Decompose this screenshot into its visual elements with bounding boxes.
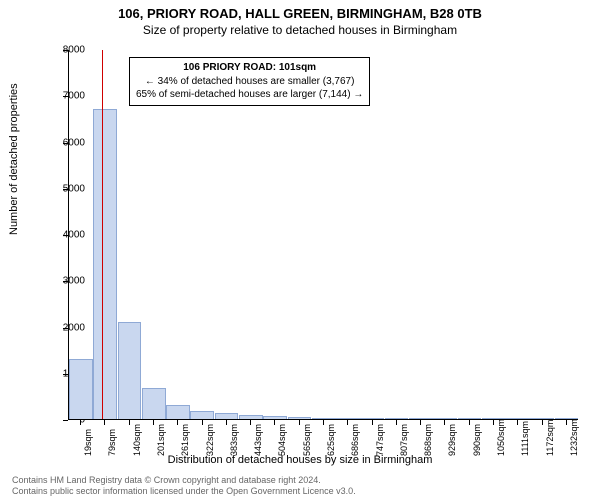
- histogram-bar: [336, 418, 360, 419]
- histogram-bar: [288, 417, 312, 419]
- info-box-line-1: 106 PRIORY ROAD: 101sqm: [136, 61, 363, 75]
- histogram-bar: [433, 418, 457, 419]
- x-tick-label: 383sqm: [229, 424, 239, 456]
- x-tick-mark: [226, 420, 227, 425]
- x-tick-mark: [542, 420, 543, 425]
- chart-title: 106, PRIORY ROAD, HALL GREEN, BIRMINGHAM…: [0, 0, 600, 21]
- histogram-bar: [93, 109, 117, 419]
- histogram-bar: [166, 405, 190, 419]
- x-tick-label: 443sqm: [253, 424, 263, 456]
- x-tick-mark: [347, 420, 348, 425]
- histogram-bar: [409, 418, 433, 419]
- x-tick-label: 1172sqm: [545, 420, 555, 456]
- plot-area: 106 PRIORY ROAD: 101sqm← 34% of detached…: [68, 50, 578, 420]
- chart-footer: Contains HM Land Registry data © Crown c…: [12, 475, 356, 497]
- x-tick-label: 747sqm: [375, 424, 385, 456]
- histogram-bar: [215, 413, 239, 419]
- info-box-line-2: ← 34% of detached houses are smaller (3,…: [136, 75, 363, 89]
- footer-line-1: Contains HM Land Registry data © Crown c…: [12, 475, 356, 486]
- x-tick-mark: [396, 420, 397, 425]
- footer-line-2: Contains public sector information licen…: [12, 486, 356, 497]
- x-tick-label: 140sqm: [132, 424, 142, 456]
- histogram-bar: [190, 411, 214, 419]
- x-tick-mark: [104, 420, 105, 425]
- x-tick-mark: [274, 420, 275, 425]
- histogram-bar: [118, 322, 142, 419]
- x-tick-mark: [129, 420, 130, 425]
- x-tick-label: 504sqm: [277, 424, 287, 456]
- histogram-bar: [360, 418, 384, 419]
- x-tick-mark: [250, 420, 251, 425]
- histogram-bar: [263, 416, 287, 419]
- x-tick-label: 19sqm: [83, 429, 93, 456]
- x-tick-label: 625sqm: [326, 424, 336, 456]
- histogram-bar: [239, 415, 263, 419]
- x-tick-mark: [420, 420, 421, 425]
- x-tick-mark: [493, 420, 494, 425]
- histogram-bar: [312, 418, 336, 419]
- x-tick-mark: [469, 420, 470, 425]
- x-tick-mark: [299, 420, 300, 425]
- x-tick-label: 565sqm: [302, 424, 312, 456]
- x-tick-label: 79sqm: [107, 429, 117, 456]
- x-tick-mark: [566, 420, 567, 425]
- x-tick-label: 201sqm: [156, 424, 166, 456]
- x-tick-mark: [517, 420, 518, 425]
- x-tick-mark: [80, 420, 81, 425]
- chart-container: 106, PRIORY ROAD, HALL GREEN, BIRMINGHAM…: [0, 0, 600, 500]
- histogram-bar: [69, 359, 93, 419]
- histogram-bar: [458, 418, 482, 419]
- chart-subtitle: Size of property relative to detached ho…: [0, 21, 600, 37]
- x-tick-mark: [177, 420, 178, 425]
- x-tick-label: 929sqm: [447, 424, 457, 456]
- x-tick-mark: [444, 420, 445, 425]
- x-tick-label: 686sqm: [350, 424, 360, 456]
- x-tick-label: 990sqm: [472, 424, 482, 456]
- x-tick-mark: [202, 420, 203, 425]
- histogram-bar: [385, 418, 409, 419]
- x-tick-label: 1050sqm: [496, 419, 506, 456]
- info-box-line-3: 65% of semi-detached houses are larger (…: [136, 88, 363, 102]
- x-tick-mark: [372, 420, 373, 425]
- histogram-bar: [142, 388, 166, 419]
- x-tick-label: 807sqm: [399, 424, 409, 456]
- x-tick-label: 1111sqm: [520, 421, 530, 456]
- x-tick-label: 1232sqm: [569, 419, 579, 456]
- y-axis-label: Number of detached properties: [8, 83, 20, 235]
- marker-line: [102, 50, 103, 419]
- x-tick-label: 868sqm: [423, 424, 433, 456]
- x-tick-label: 322sqm: [205, 424, 215, 456]
- x-tick-mark: [323, 420, 324, 425]
- y-tick-mark: [63, 420, 68, 421]
- info-box: 106 PRIORY ROAD: 101sqm← 34% of detached…: [129, 57, 370, 106]
- x-tick-mark: [153, 420, 154, 425]
- histogram-bar: [506, 418, 530, 419]
- x-tick-label: 261sqm: [180, 424, 190, 456]
- x-axis-label: Distribution of detached houses by size …: [0, 454, 600, 466]
